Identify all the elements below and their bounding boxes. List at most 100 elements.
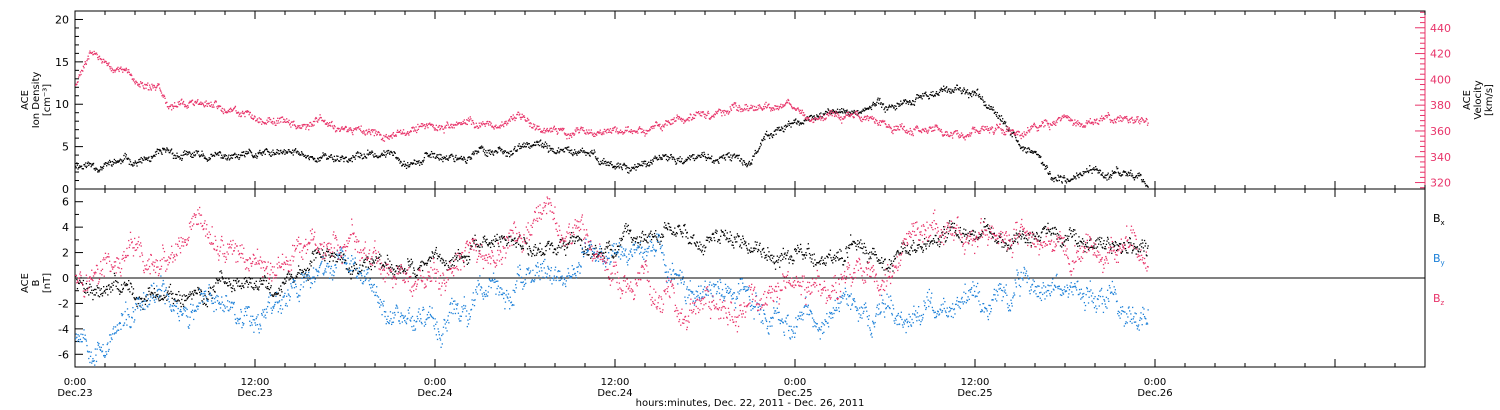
ion-density-point (662, 154, 664, 156)
velocity-point (164, 97, 166, 99)
velocity-point (563, 127, 565, 130)
ion-density-point (263, 149, 266, 151)
velocity-point (510, 116, 513, 118)
bx-point (603, 252, 605, 254)
ion-density-point (1010, 134, 1012, 136)
velocity-point (624, 131, 626, 133)
ion-density-point (243, 151, 245, 153)
bx-point (522, 247, 525, 250)
ion-density-point (1013, 131, 1015, 133)
ion-density-point (207, 159, 210, 161)
ion-density-point (87, 161, 89, 163)
velocity-point (946, 131, 948, 133)
velocity-point (275, 124, 277, 126)
ion-density-point (160, 152, 163, 154)
bx-point (545, 249, 547, 252)
ion-density-point (183, 154, 185, 156)
ion-density-point (621, 167, 623, 169)
bx-point (306, 274, 308, 276)
bx-point (135, 296, 138, 299)
ion-density-point (733, 153, 736, 155)
ion-density-point (839, 109, 841, 111)
ion-density-point (1038, 156, 1040, 158)
velocity-point (385, 135, 387, 137)
ion-density-point (614, 168, 616, 170)
velocity-point (539, 128, 541, 130)
x-tick-time-label: 12:00 (961, 377, 990, 388)
ion-density-point (959, 87, 962, 89)
velocity-point (435, 129, 437, 131)
velocity-point (260, 118, 262, 121)
bx-point (311, 252, 313, 254)
ion-density-point (1110, 177, 1112, 179)
bx-point (262, 283, 264, 285)
ion-density-point (671, 158, 674, 160)
ion-density-point (637, 163, 639, 165)
top-right-tick-label: 440 (1430, 22, 1451, 35)
velocity-point (401, 131, 403, 133)
ion-density-point (139, 158, 141, 160)
ion-density-point (282, 150, 284, 153)
velocity-point (210, 104, 213, 106)
velocity-point (263, 123, 266, 125)
velocity-point (701, 111, 703, 114)
bx-point (94, 288, 96, 291)
bx-point (154, 291, 156, 294)
bx-point (182, 303, 184, 306)
velocity-point (560, 128, 563, 130)
ion-density-point (521, 145, 523, 148)
velocity-point (915, 127, 917, 129)
ion-density-point (503, 151, 505, 154)
bx-point (380, 267, 383, 269)
ion-density-point (862, 108, 864, 110)
bx-point (435, 246, 437, 249)
velocity-point (542, 129, 545, 131)
bx-point (633, 237, 635, 239)
ion-density-point (361, 154, 363, 156)
ion-density-point (414, 159, 416, 162)
ion-density-point (1052, 177, 1054, 179)
ion-density-point (237, 157, 239, 159)
bx-point (330, 255, 332, 257)
ion-density-point (901, 103, 903, 106)
velocity-point (788, 102, 790, 104)
velocity-point (929, 126, 931, 128)
ion-density-point (723, 157, 725, 160)
bx-point (689, 242, 691, 244)
velocity-point (300, 127, 303, 129)
velocity-point (215, 101, 217, 103)
velocity-point (340, 128, 342, 130)
ion-density-point (736, 154, 739, 157)
ion-density-point (932, 90, 934, 93)
velocity-point (424, 127, 426, 130)
velocity-point (805, 117, 807, 119)
ion-density-point (836, 108, 839, 110)
bx-point (574, 240, 576, 242)
ion-density-point (79, 165, 81, 167)
velocity-point (808, 120, 811, 122)
ion-density-point (473, 152, 476, 154)
velocity-point (455, 124, 457, 126)
velocity-point (105, 60, 107, 63)
velocity-point (1109, 118, 1111, 121)
velocity-point (429, 122, 431, 124)
velocity-point (1008, 127, 1010, 129)
ion-density-point (393, 151, 396, 154)
bx-point (599, 252, 601, 254)
ion-density-point (373, 156, 375, 158)
ion-density-point (422, 161, 424, 163)
ion-density-point (578, 150, 580, 152)
ion-density-point (321, 157, 323, 159)
bx-point (418, 266, 421, 269)
ion-density-point (363, 153, 365, 155)
velocity-point (1041, 122, 1044, 124)
ion-density-point (966, 89, 969, 91)
velocity-point (1015, 132, 1018, 134)
velocity-point (1010, 132, 1012, 135)
ion-density-point (1005, 125, 1007, 127)
bx-point (356, 267, 358, 270)
ion-density-point (805, 119, 808, 122)
ion-density-point (1059, 175, 1062, 177)
ion-density-point (317, 157, 319, 159)
velocity-point (882, 119, 884, 122)
